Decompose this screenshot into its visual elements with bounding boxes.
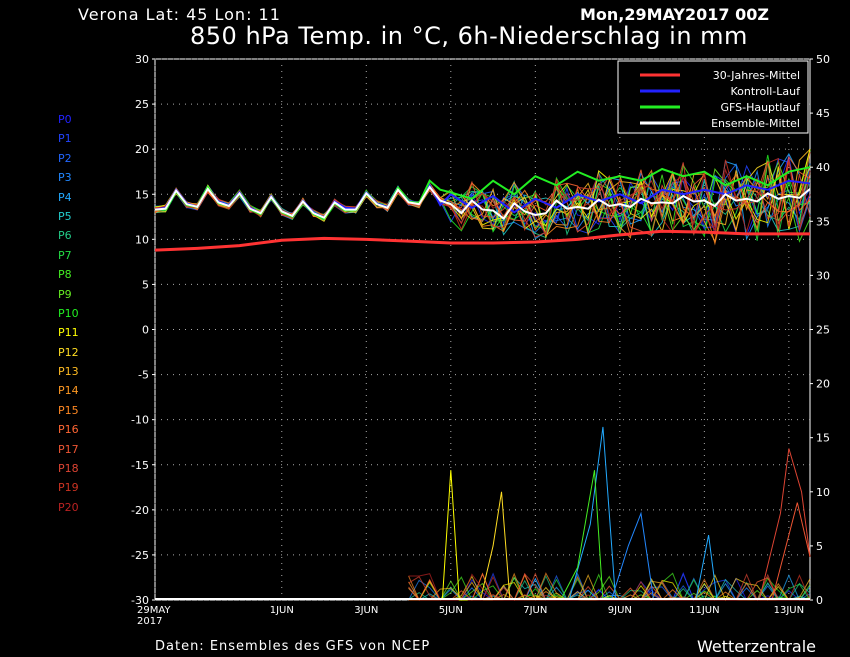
x-tick-label: 13JUN (774, 605, 804, 616)
precip-series-line (479, 491, 511, 601)
series-line (154, 185, 811, 221)
member-label: P9 (58, 287, 72, 301)
member-label: P11 (58, 326, 79, 340)
brand-label: Wetterzentrale (697, 637, 817, 656)
member-label: P6 (58, 229, 72, 243)
x-tick-label: 9JUN (608, 605, 632, 616)
x-tick-label: 5JUN (439, 605, 463, 616)
y-left-tick-label: 5 (142, 278, 149, 291)
member-label: P0 (58, 113, 72, 126)
y-left-tick-label: 20 (135, 143, 149, 156)
plot-frame (154, 58, 811, 601)
x-tick-label: 1JUN (270, 605, 294, 616)
member-label: P17 (58, 442, 79, 456)
x-tick-label: 7JUN (523, 605, 547, 616)
y-left-tick-label: -25 (131, 549, 149, 562)
x-tick-label: 29MAY (137, 605, 171, 616)
member-label: P3 (58, 171, 72, 185)
member-label: P7 (58, 248, 72, 262)
member-list: P0 P1 P2 P3 P4 P5 P6 P7 P8 P9 P10 P11 P12 P13 P14 P15 P1… (58, 110, 79, 517)
y-right-tick-label: 5 (816, 540, 823, 553)
y-right-tick-label: 10 (816, 486, 830, 499)
member-label: P1 (58, 132, 72, 146)
y-left-tick-label: 30 (135, 53, 149, 66)
legend-label: 30-Jahres-Mittel (713, 69, 800, 82)
y-right-tick-label: 0 (816, 594, 823, 607)
chart-title: 850 hPa Temp. in °C, 6h-Niederschlag in … (190, 22, 748, 50)
precip-series-line (610, 511, 655, 601)
data-source-label: Daten: Ensembles des GFS von NCEP (155, 639, 431, 654)
x-tick-sublabel: 2017 (137, 616, 162, 627)
y-right-tick-label: 25 (816, 324, 830, 337)
y-right-tick-label: 50 (816, 53, 830, 66)
member-label: P2 (58, 151, 72, 165)
member-label: P14 (58, 384, 79, 398)
y-right-tick-label: 35 (816, 215, 830, 228)
series-line (154, 229, 810, 252)
member-label: P18 (58, 462, 79, 476)
member-label: P13 (58, 365, 79, 379)
location-label: Verona Lat: 45 Lon: 11 (78, 5, 281, 24)
precip-series-line (771, 502, 811, 601)
precip-series-line (758, 448, 811, 601)
y-left-tick-label: 25 (135, 98, 149, 111)
member-label: P16 (58, 423, 79, 437)
y-right-tick-label: 45 (816, 107, 830, 120)
member-label: P10 (58, 306, 79, 320)
y-left-tick-label: -5 (138, 369, 149, 382)
precip-series-line (568, 426, 617, 601)
run-time-label: Mon,29MAY2017 00Z (580, 5, 769, 24)
y-left-tick-label: -10 (131, 414, 149, 427)
x-tick-label: 11JUN (689, 605, 719, 616)
y-right-tick-label: 40 (816, 161, 830, 174)
member-label: P4 (58, 190, 72, 204)
y-left-tick-label: 0 (142, 324, 149, 337)
member-label: P20 (58, 500, 79, 514)
y-left-tick-label: 10 (135, 233, 149, 246)
precip-series-line (441, 470, 468, 601)
legend-box (617, 60, 809, 134)
x-tick-label: 3JUN (354, 605, 378, 616)
y-right-tick-label: 30 (816, 269, 830, 282)
y-left-tick-label: -15 (131, 459, 149, 472)
member-label: P12 (58, 345, 79, 359)
legend-label: Kontroll-Lauf (731, 85, 802, 98)
member-label: P5 (58, 209, 72, 223)
legend-label: GFS-Hauptlauf (720, 101, 801, 114)
y-left-tick-label: -30 (131, 594, 149, 607)
member-label: P19 (58, 481, 79, 495)
y-left-tick-label: 15 (135, 188, 149, 201)
y-left-tick-label: -20 (131, 504, 149, 517)
precip-series-line (560, 470, 604, 601)
precip-series-line (695, 534, 718, 601)
legend-label: Ensemble-Mittel (711, 117, 800, 130)
y-right-tick-label: 20 (816, 378, 830, 391)
y-right-tick-label: 15 (816, 432, 830, 445)
member-label: P8 (58, 268, 72, 282)
member-label: P15 (58, 403, 79, 417)
